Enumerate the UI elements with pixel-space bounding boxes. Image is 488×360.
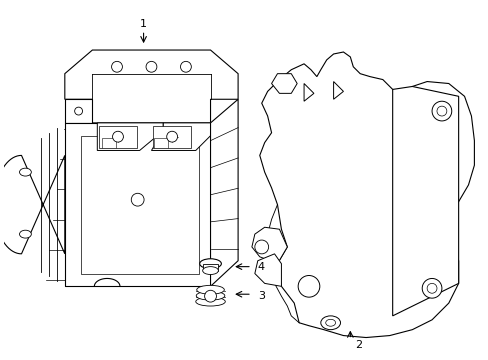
Polygon shape bbox=[0, 156, 65, 254]
Circle shape bbox=[111, 61, 122, 72]
Circle shape bbox=[112, 131, 123, 142]
Polygon shape bbox=[333, 82, 343, 99]
Text: 1: 1 bbox=[140, 19, 147, 30]
Ellipse shape bbox=[20, 168, 31, 176]
Ellipse shape bbox=[325, 319, 335, 326]
Polygon shape bbox=[254, 254, 281, 286]
Polygon shape bbox=[251, 227, 287, 264]
Circle shape bbox=[75, 107, 82, 115]
Polygon shape bbox=[65, 99, 92, 123]
Text: 4: 4 bbox=[257, 262, 264, 272]
Ellipse shape bbox=[202, 267, 218, 275]
Polygon shape bbox=[97, 123, 163, 150]
Circle shape bbox=[298, 275, 319, 297]
Circle shape bbox=[204, 290, 216, 302]
Circle shape bbox=[254, 240, 268, 254]
Polygon shape bbox=[151, 123, 210, 150]
Text: 2: 2 bbox=[354, 341, 361, 350]
Circle shape bbox=[166, 131, 177, 142]
Polygon shape bbox=[153, 126, 190, 148]
Circle shape bbox=[180, 61, 191, 72]
Polygon shape bbox=[259, 52, 473, 338]
Circle shape bbox=[431, 101, 451, 121]
Polygon shape bbox=[202, 264, 218, 271]
Circle shape bbox=[146, 61, 157, 72]
Circle shape bbox=[131, 193, 144, 206]
Polygon shape bbox=[65, 123, 210, 286]
Ellipse shape bbox=[320, 316, 340, 330]
Circle shape bbox=[421, 278, 441, 298]
Polygon shape bbox=[210, 99, 238, 286]
Polygon shape bbox=[154, 138, 168, 148]
Text: 3: 3 bbox=[257, 291, 264, 301]
Ellipse shape bbox=[196, 291, 224, 300]
Polygon shape bbox=[65, 50, 238, 123]
Circle shape bbox=[426, 283, 436, 293]
Polygon shape bbox=[81, 136, 198, 274]
Ellipse shape bbox=[196, 285, 224, 294]
Circle shape bbox=[436, 106, 446, 116]
Polygon shape bbox=[102, 138, 116, 148]
Ellipse shape bbox=[199, 259, 221, 269]
Polygon shape bbox=[271, 74, 297, 93]
Ellipse shape bbox=[195, 297, 225, 306]
Polygon shape bbox=[99, 126, 137, 148]
Ellipse shape bbox=[20, 230, 31, 238]
Polygon shape bbox=[392, 86, 458, 316]
Polygon shape bbox=[304, 84, 313, 101]
